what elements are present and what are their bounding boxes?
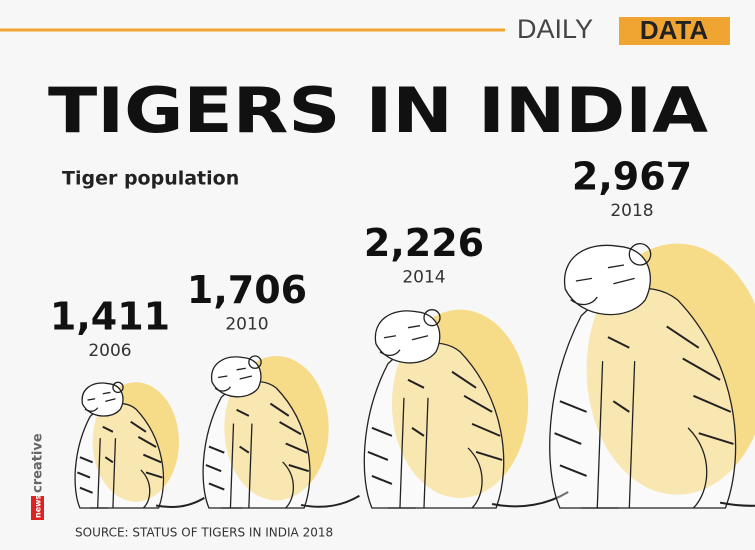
chart-subtitle: Tiger population bbox=[62, 168, 239, 190]
credit-creative: creative bbox=[31, 433, 46, 493]
credit-news: news bbox=[34, 494, 43, 518]
tiger-tail bbox=[492, 492, 568, 506]
tiger-face bbox=[380, 326, 428, 356]
value-label: 2,967 bbox=[572, 154, 692, 198]
tiger-stripes bbox=[368, 372, 502, 484]
tiger-stripes bbox=[206, 404, 309, 490]
tiger-face bbox=[85, 392, 115, 411]
value-label: 2,226 bbox=[364, 221, 484, 265]
tiger-head bbox=[82, 383, 123, 416]
tiger bbox=[203, 356, 359, 508]
brand-box bbox=[619, 17, 730, 45]
tiger-head bbox=[375, 311, 439, 363]
tiger-legs bbox=[581, 361, 707, 508]
tiger bbox=[75, 382, 204, 508]
credit-badge bbox=[31, 496, 44, 520]
tiger-legs bbox=[90, 438, 150, 508]
tiger-tail bbox=[301, 496, 359, 507]
credit: news creative bbox=[31, 433, 46, 520]
source: SOURCE: STATUS OF TIGERS IN INDIA 2018 bbox=[75, 526, 333, 540]
tiger-face bbox=[215, 368, 252, 391]
value-label: 1,411 bbox=[50, 295, 170, 339]
chart-title: TIGERS IN INDIA bbox=[48, 74, 708, 147]
tiger bbox=[364, 310, 568, 508]
brand-daily: DAILY bbox=[517, 14, 593, 44]
category-label: 2018 bbox=[610, 201, 653, 221]
tiger-tail bbox=[156, 498, 204, 507]
tiger bbox=[550, 244, 755, 508]
tiger-tail bbox=[720, 487, 755, 506]
tiger-ear bbox=[424, 310, 440, 326]
tiger-head bbox=[212, 357, 261, 397]
tiger-stripes bbox=[555, 326, 734, 476]
brand-data: DATA bbox=[640, 15, 709, 45]
category-label: 2010 bbox=[225, 314, 268, 334]
tiger-ear bbox=[113, 382, 123, 392]
tiger-ear bbox=[249, 356, 261, 368]
value-label: 1,706 bbox=[187, 268, 307, 312]
tiger-legs bbox=[388, 398, 482, 508]
tiger-ear bbox=[629, 244, 650, 265]
tiger-head bbox=[565, 245, 651, 314]
tiger-legs bbox=[221, 424, 293, 508]
tiger-stripes bbox=[77, 422, 162, 493]
tiger-face bbox=[571, 265, 635, 305]
category-label: 2006 bbox=[88, 341, 131, 361]
category-label: 2014 bbox=[402, 268, 445, 288]
